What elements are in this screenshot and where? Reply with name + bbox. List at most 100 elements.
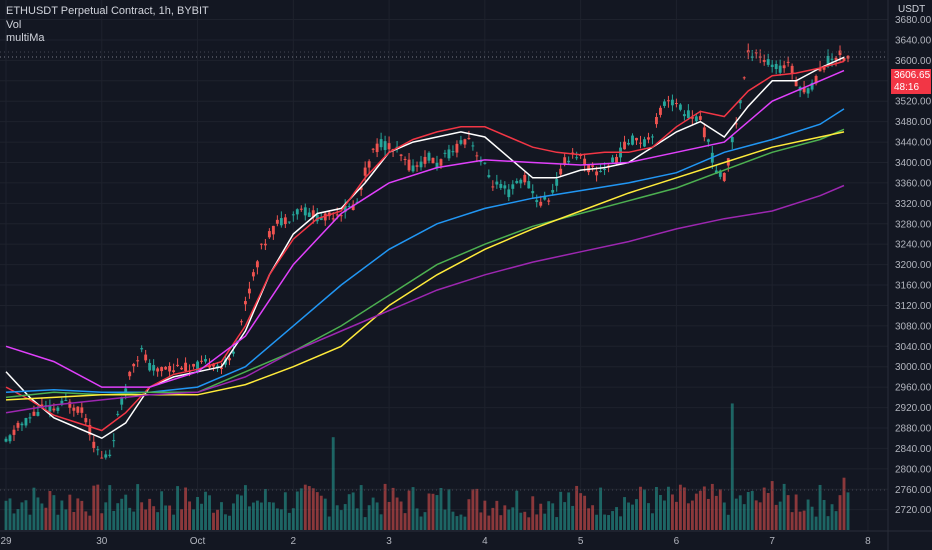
candle-body — [635, 137, 638, 141]
volume-bar — [415, 508, 419, 530]
candle-body — [228, 358, 231, 361]
candle-body — [172, 370, 176, 373]
volume-bar — [232, 503, 235, 530]
candle-body — [40, 404, 44, 407]
volume-bar — [459, 514, 463, 530]
candle-body — [806, 88, 810, 94]
volume-bar — [140, 502, 144, 530]
candle-body — [503, 185, 507, 189]
volume-bar — [224, 514, 227, 530]
candle-body — [275, 219, 279, 224]
candle-body — [28, 417, 32, 419]
candle-body — [259, 243, 263, 245]
volume-bar — [794, 494, 798, 530]
volume-bar — [192, 509, 195, 530]
candle-body — [722, 172, 726, 181]
volume-bar — [770, 481, 774, 530]
candle-body — [144, 354, 148, 361]
volume-bar — [471, 489, 475, 530]
candle-body — [359, 187, 363, 190]
candle-body — [495, 181, 499, 185]
volume-bar — [682, 487, 686, 530]
candle-body — [782, 65, 786, 69]
volume-bar — [188, 501, 192, 530]
volume-bar — [124, 494, 128, 530]
volume-bar — [786, 495, 790, 530]
indicator-vol-label[interactable]: Vol — [6, 19, 22, 31]
candle-body — [818, 67, 822, 72]
y-tick-label: 2840.00 — [895, 444, 932, 455]
candle-body — [212, 363, 215, 367]
volume-bar — [12, 513, 16, 530]
volume-bar — [403, 513, 407, 530]
candle-body — [116, 413, 120, 415]
candle-body — [176, 364, 180, 366]
volume-bar — [311, 488, 315, 530]
candle-body — [299, 208, 303, 210]
candle-body — [339, 215, 343, 217]
candle-body — [267, 231, 271, 238]
volume-bar — [84, 511, 88, 530]
candle-body — [742, 77, 746, 79]
y-tick-label: 3200.00 — [895, 260, 932, 271]
candle-body — [730, 136, 734, 143]
candle-body — [76, 406, 80, 413]
volume-bar — [36, 497, 40, 530]
candle-body — [423, 156, 427, 164]
volume-bar — [168, 505, 172, 530]
volume-bar — [619, 516, 622, 530]
candle-body — [232, 351, 235, 354]
y-tick-label: 3280.00 — [895, 219, 932, 230]
candle-body — [551, 190, 555, 193]
volume-bar — [666, 486, 670, 530]
volume-bar — [678, 484, 682, 530]
volume-bar — [144, 509, 148, 530]
y-tick-label: 3400.00 — [895, 158, 932, 169]
volume-bar — [216, 509, 219, 530]
volume-bar — [694, 493, 698, 530]
volume-bar — [575, 485, 579, 530]
candle-body — [563, 157, 567, 165]
candle-body — [698, 116, 702, 120]
volume-bar — [44, 507, 48, 530]
candle-body — [295, 209, 299, 215]
volume-bar — [363, 517, 367, 530]
candle-body — [754, 52, 758, 54]
indicator-multima-label[interactable]: multiMa — [6, 32, 45, 44]
candle-body — [527, 181, 531, 189]
volume-bar — [48, 490, 52, 530]
candle-body — [499, 184, 503, 188]
candle-body — [531, 191, 535, 194]
volume-bar — [639, 486, 642, 530]
volume-bar — [635, 499, 638, 530]
candle-body — [571, 152, 575, 154]
volume-bar — [435, 495, 439, 530]
candle-body — [100, 457, 104, 459]
volume-bar — [698, 490, 702, 530]
candle-body — [351, 204, 355, 211]
volume-bar — [331, 437, 335, 530]
ma-line-7 — [5, 184, 845, 414]
candle-body — [651, 136, 654, 138]
volume-bar — [379, 514, 383, 530]
candle-body — [838, 50, 842, 56]
volume-bar — [447, 489, 451, 530]
volume-bar — [555, 517, 559, 530]
volume-bar — [455, 516, 459, 530]
candle-body — [311, 210, 315, 218]
candle-body — [411, 165, 415, 172]
candle-body — [387, 143, 391, 150]
volume-bar — [4, 500, 8, 530]
volume-bar — [563, 502, 567, 530]
candle-body — [690, 117, 694, 119]
volume-bar — [567, 492, 571, 530]
candle-body — [639, 142, 642, 144]
volume-bar — [834, 511, 838, 530]
ma-line-1 — [5, 56, 845, 440]
candle-body — [794, 80, 798, 87]
candle-body — [88, 425, 92, 436]
candle-body — [706, 139, 710, 142]
volume-bar — [451, 511, 455, 530]
volume-bar — [483, 500, 487, 530]
